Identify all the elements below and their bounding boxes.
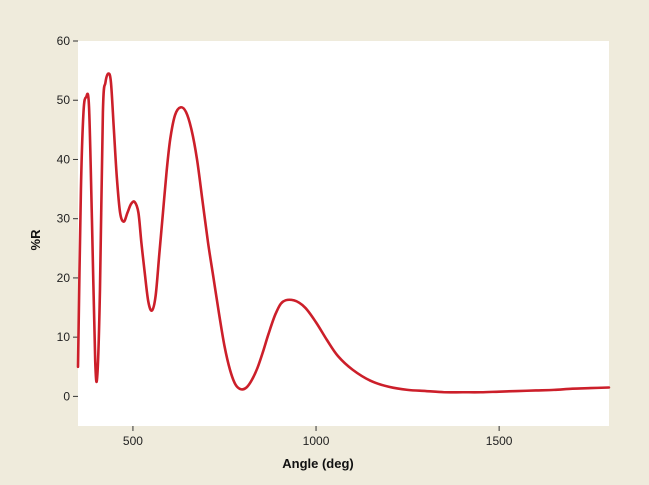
y-tick-label: 50 [57, 93, 71, 107]
y-tick-label: 20 [57, 271, 71, 285]
series-layer [76, 72, 611, 394]
x-tick-label: 1500 [486, 434, 513, 448]
plot-area [78, 41, 609, 426]
y-tick-label: 0 [63, 389, 70, 403]
x-axis-title: Angle (deg) [282, 456, 354, 471]
series-line [76, 72, 611, 394]
x-axis: 500 1000 1500 [123, 426, 513, 448]
y-axis-title: %R [28, 229, 43, 251]
y-axis: 0 10 20 30 40 50 60 [57, 34, 78, 403]
x-tick-label: 500 [123, 434, 143, 448]
x-tick-label: 1000 [303, 434, 330, 448]
y-tick-label: 30 [57, 212, 71, 226]
y-tick-label: 40 [57, 152, 71, 166]
y-tick-label: 10 [57, 330, 71, 344]
y-tick-label: 60 [57, 34, 71, 48]
